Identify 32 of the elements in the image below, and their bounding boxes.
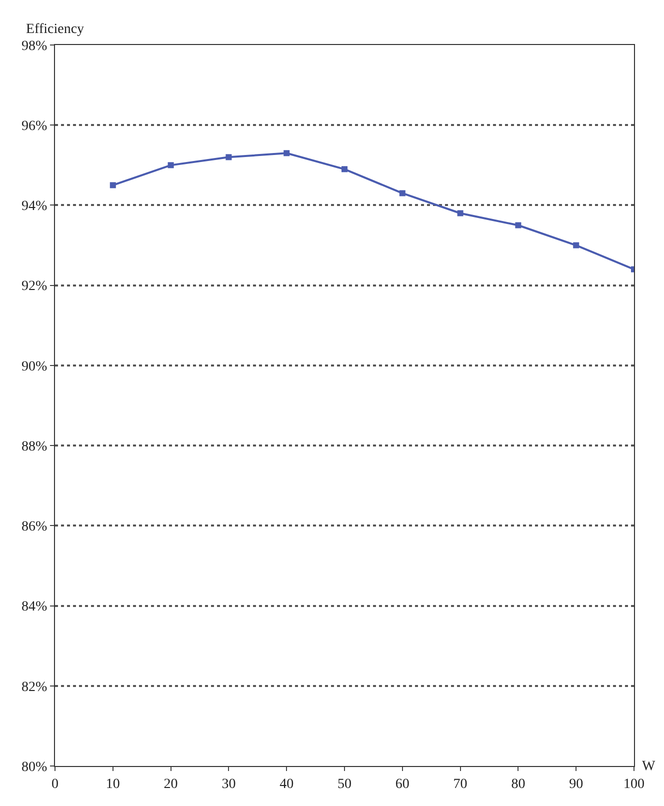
y-tick-label: 86% xyxy=(22,520,48,535)
y-tick-label: 82% xyxy=(22,680,48,695)
x-tick-label: 50 xyxy=(338,776,352,792)
x-tick-label: 40 xyxy=(280,776,294,792)
y-tick-label: 84% xyxy=(22,600,48,615)
x-tick-label: 60 xyxy=(395,776,410,792)
x-tick-label: 20 xyxy=(164,776,178,792)
x-tick-label: 90 xyxy=(569,776,584,792)
y-tick-label: 92% xyxy=(22,279,48,294)
y-tick-label: 94% xyxy=(22,199,48,214)
x-tick-label: 30 xyxy=(222,776,236,792)
point xyxy=(226,154,232,160)
x-tick-label: 0 xyxy=(52,776,58,792)
point xyxy=(110,182,116,188)
point xyxy=(168,162,174,168)
x-tick-label: 80 xyxy=(511,776,526,792)
y-axis-title: Efficiency xyxy=(26,22,84,37)
y-tick-label: 96% xyxy=(22,119,48,134)
x-axis-title: W xyxy=(642,759,656,774)
x-tick-label: 70 xyxy=(453,776,468,792)
point xyxy=(515,222,522,228)
point xyxy=(284,150,290,156)
y-tick-label: 90% xyxy=(22,359,48,374)
point xyxy=(399,190,406,196)
x-tick-label: 10 xyxy=(106,776,120,792)
x-tick-label: 100 xyxy=(624,776,644,792)
point xyxy=(573,242,580,248)
point xyxy=(342,166,348,172)
y-tick-label: 80% xyxy=(22,760,48,775)
y-tick-label: 98% xyxy=(22,38,48,54)
point xyxy=(457,210,464,216)
y-tick-label: 88% xyxy=(22,439,48,454)
